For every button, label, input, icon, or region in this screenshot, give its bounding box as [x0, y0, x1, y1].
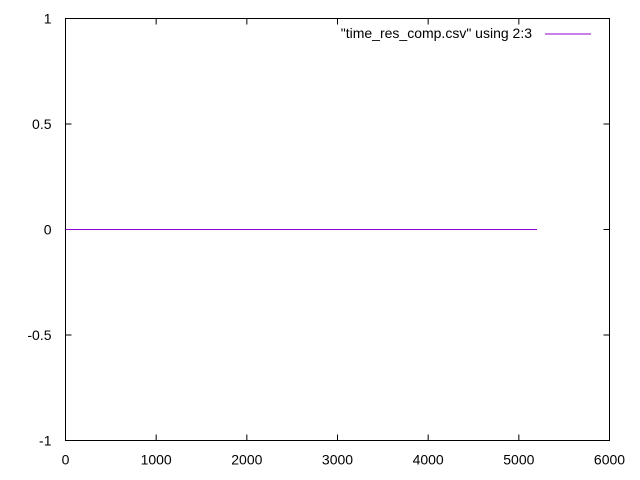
legend-label: "time_res_comp.csv" using 2:3	[341, 25, 532, 41]
x-tick-label: 1000	[141, 452, 172, 468]
y-tick-label: -1	[39, 433, 52, 449]
x-tick-label: 5000	[503, 452, 534, 468]
x-tick-label: 2000	[231, 452, 262, 468]
legend: "time_res_comp.csv" using 2:3	[341, 25, 591, 41]
x-tick-label: 6000	[594, 452, 625, 468]
x-axis-ticks: 0 1000 2000 3000 4000 5000 6000	[62, 18, 625, 468]
y-tick-label: 1	[44, 11, 52, 27]
y-tick-label: 0	[44, 222, 52, 238]
y-tick-label: -0.5	[27, 327, 51, 343]
x-tick-label: 4000	[413, 452, 444, 468]
x-tick-label: 0	[62, 452, 70, 468]
x-tick-label: 3000	[322, 452, 353, 468]
y-tick-label: 0.5	[32, 116, 52, 132]
